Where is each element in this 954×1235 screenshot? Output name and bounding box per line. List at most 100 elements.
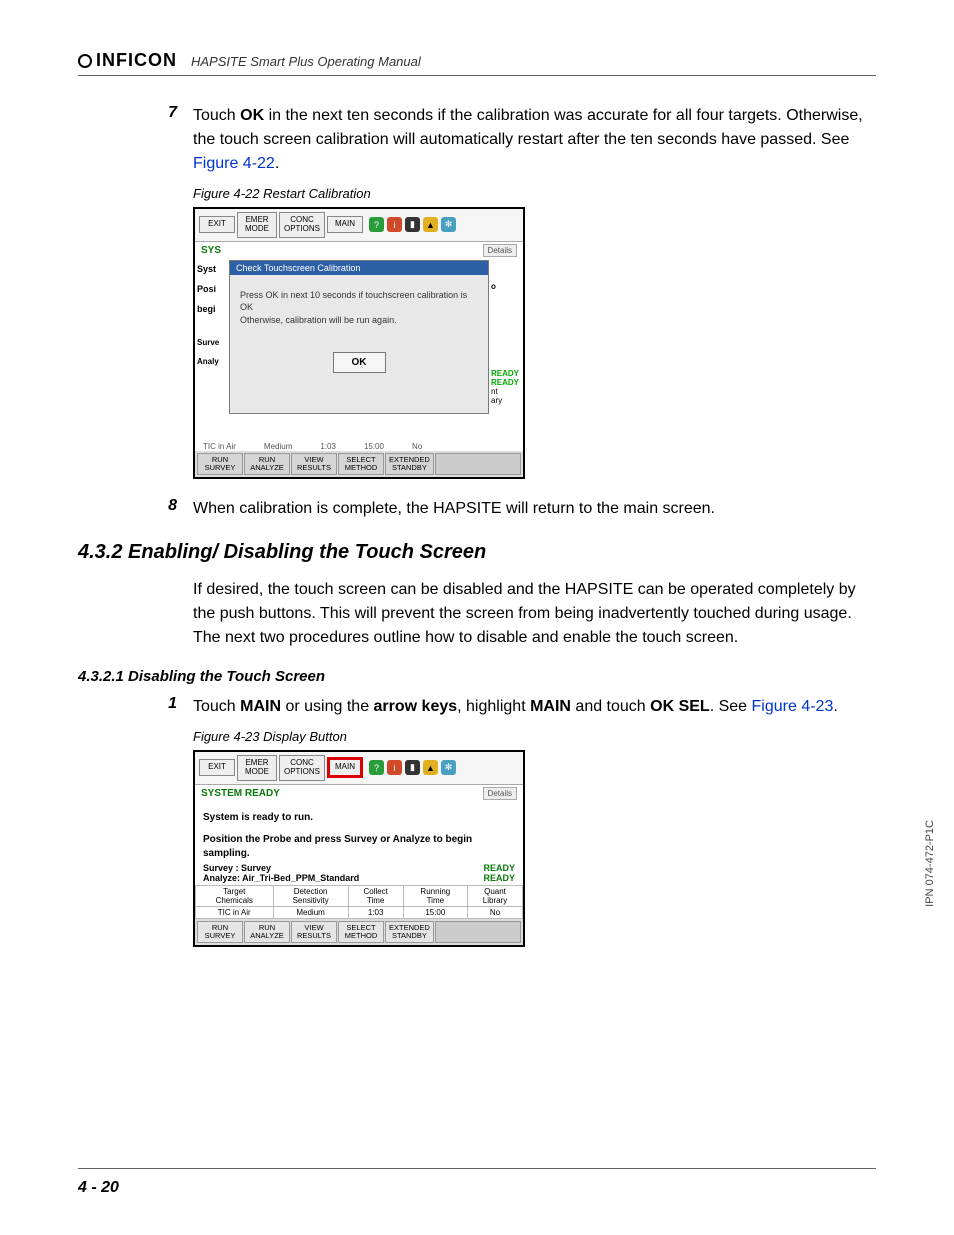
col-header: Detection Sensitivity	[273, 885, 348, 906]
text: or using the	[281, 698, 374, 715]
body-line: System is ready to run.	[203, 812, 515, 823]
blank-button	[435, 921, 521, 944]
bold: OK SEL	[650, 698, 710, 715]
cell: Medium	[264, 442, 292, 451]
system-status: SYSTEM READY	[201, 788, 280, 799]
manual-title: HAPSITE Smart Plus Operating Manual	[191, 54, 421, 69]
section-heading-432: 4.3.2 Enabling/ Disabling the Touch Scre…	[78, 541, 876, 564]
ready-label: READY	[491, 369, 521, 378]
figure-caption: Figure 4-22 Restart Calibration	[193, 186, 876, 201]
ss-toolbar: EXIT EMER MODE CONC OPTIONS MAIN ? i ▮ ▲…	[195, 752, 523, 785]
view-results-button[interactable]: VIEW RESULTS	[291, 453, 337, 476]
page-number: 4 - 20	[78, 1179, 119, 1197]
main-button-highlighted[interactable]: MAIN	[327, 757, 363, 778]
logo-icon	[78, 54, 92, 68]
ss-body: System is ready to run. Position the Pro…	[195, 802, 523, 863]
view-results-button[interactable]: VIEW RESULTS	[291, 921, 337, 944]
warn-icon: ▲	[423, 217, 438, 232]
survey-analyze-labels: Survey : Survey Analyze: Air_Tri-Bed_PPM…	[203, 863, 359, 883]
run-analyze-button[interactable]: RUN ANALYZE	[244, 453, 290, 476]
conc-options-button[interactable]: CONC OPTIONS	[279, 755, 325, 781]
text: Touch	[193, 698, 240, 715]
gear-icon[interactable]: ✻	[441, 217, 456, 232]
cell: 15:00	[403, 906, 467, 918]
battery-icon: ▮	[405, 217, 420, 232]
body-line: Position the Probe and press Survey or A…	[203, 833, 515, 861]
dialog-text: Otherwise, calibration will be run again…	[240, 314, 478, 327]
table-row: TIC in Air Medium 1:03 15:00 No	[196, 906, 523, 918]
main-button[interactable]: MAIN	[327, 216, 363, 233]
emer-mode-button[interactable]: EMER MODE	[237, 212, 277, 238]
select-method-button[interactable]: SELECT METHOD	[338, 921, 384, 944]
emer-mode-button[interactable]: EMER MODE	[237, 755, 277, 781]
step-text: Touch MAIN or using the arrow keys, high…	[193, 695, 838, 719]
ready-row: Survey : Survey Analyze: Air_Tri-Bed_PPM…	[195, 863, 523, 885]
system-status-partial: SYS	[201, 245, 221, 256]
text: . See	[710, 698, 752, 715]
analyze-label: Analyze: Air_Tri-Bed_PPM_Standard	[203, 873, 359, 883]
figure-link[interactable]: Figure 4-23	[752, 698, 834, 715]
cell: TIC in Air	[196, 906, 274, 918]
cut-label: Analy	[197, 357, 227, 366]
bold: OK	[240, 107, 264, 124]
select-method-button[interactable]: SELECT METHOD	[338, 453, 384, 476]
col-header: Running Time	[403, 885, 467, 906]
help-icon[interactable]: ?	[369, 217, 384, 232]
calibration-dialog: Check Touchscreen Calibration Press OK i…	[229, 260, 489, 414]
cut-label: Syst	[197, 264, 227, 274]
figure-4-23-screenshot: EXIT EMER MODE CONC OPTIONS MAIN ? i ▮ ▲…	[193, 750, 525, 947]
bold: arrow keys	[374, 698, 458, 715]
info-icon[interactable]: i	[387, 217, 402, 232]
details-button[interactable]: Details	[483, 244, 517, 257]
col-header: Quant Library	[468, 885, 523, 906]
footer-rule	[78, 1168, 876, 1169]
info-icon[interactable]: i	[387, 760, 402, 775]
cut-label: ary	[491, 396, 521, 405]
run-survey-button[interactable]: RUN SURVEY	[197, 453, 243, 476]
figure-link[interactable]: Figure 4-22	[193, 155, 275, 172]
params-table: Target Chemicals Detection Sensitivity C…	[195, 885, 523, 919]
step-number: 8	[161, 497, 177, 521]
dialog-title: Check Touchscreen Calibration	[230, 261, 488, 275]
ready-label: READY	[483, 873, 515, 883]
left-cut-labels: Syst Posi begi Surve Analy	[195, 260, 229, 414]
details-button[interactable]: Details	[483, 787, 517, 800]
bold: MAIN	[240, 698, 281, 715]
step-7: 7 Touch OK in the next ten seconds if th…	[193, 104, 876, 176]
text: and touch	[571, 698, 650, 715]
text: .	[275, 155, 279, 172]
run-analyze-button[interactable]: RUN ANALYZE	[244, 921, 290, 944]
ready-label: READY	[483, 863, 515, 873]
cell: 1:03	[348, 906, 403, 918]
cut-label: Posi	[197, 284, 227, 294]
gear-icon[interactable]: ✻	[441, 760, 456, 775]
conc-options-button[interactable]: CONC OPTIONS	[279, 212, 325, 238]
step-1: 1 Touch MAIN or using the arrow keys, hi…	[193, 695, 876, 719]
ready-labels: READY READY	[483, 863, 515, 883]
blank-button	[435, 453, 521, 476]
ss-footer: RUN SURVEY RUN ANALYZE VIEW RESULTS SELE…	[195, 919, 523, 946]
step-text: Touch OK in the next ten seconds if the …	[193, 104, 876, 176]
text: .	[833, 698, 837, 715]
figure-4-22-screenshot: EXIT EMER MODE CONC OPTIONS MAIN ? i ▮ ▲…	[193, 207, 525, 479]
exit-button[interactable]: EXIT	[199, 759, 235, 776]
brand-logo: INFICON	[78, 50, 177, 71]
warn-icon: ▲	[423, 760, 438, 775]
dialog-region: Syst Posi begi Surve Analy Check Touchsc…	[195, 260, 523, 414]
run-survey-button[interactable]: RUN SURVEY	[197, 921, 243, 944]
cell: Medium	[273, 906, 348, 918]
extended-standby-button[interactable]: EXTENDED STANDBY	[385, 453, 434, 476]
ok-button[interactable]: OK	[333, 352, 386, 373]
help-icon[interactable]: ?	[369, 760, 384, 775]
step-text: When calibration is complete, the HAPSIT…	[193, 497, 715, 521]
page-header: INFICON HAPSITE Smart Plus Operating Man…	[78, 50, 876, 76]
exit-button[interactable]: EXIT	[199, 216, 235, 233]
bold: MAIN	[530, 698, 571, 715]
extended-standby-button[interactable]: EXTENDED STANDBY	[385, 921, 434, 944]
toolbar-icons: ? i ▮ ▲ ✻	[369, 760, 456, 775]
toolbar-icons: ? i ▮ ▲ ✻	[369, 217, 456, 232]
cut-label: nt	[491, 387, 521, 396]
text: Touch	[193, 107, 240, 124]
figure-caption: Figure 4-23 Display Button	[193, 729, 876, 744]
cell: No	[412, 442, 422, 451]
